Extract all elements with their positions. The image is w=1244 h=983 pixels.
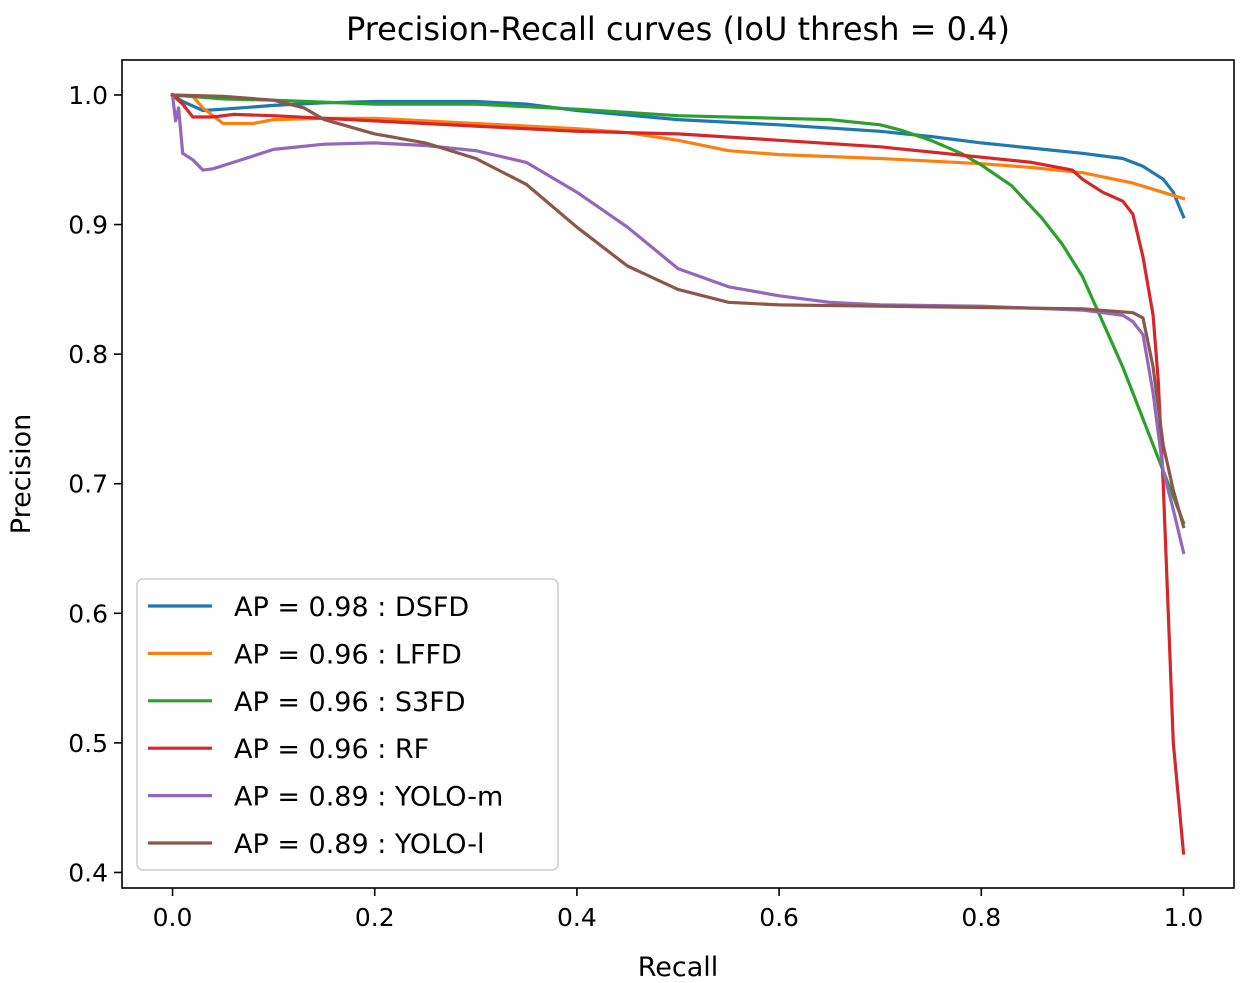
y-tick-label: 0.8: [68, 340, 108, 369]
legend-label-3: AP = 0.96 : RF: [234, 734, 429, 765]
x-tick-label: 0.4: [557, 903, 597, 932]
x-axis-label: Recall: [638, 952, 719, 983]
x-tick-label: 0.2: [355, 903, 395, 932]
series-lines: [170, 92, 1186, 855]
y-tick-label: 0.7: [68, 470, 108, 499]
y-axis-ticks: 0.4 0.5 0.6 0.7 0.8 0.9 1.0: [68, 81, 122, 887]
x-tick-label: 0.0: [153, 903, 193, 932]
series-line-4: [170, 93, 1186, 555]
legend-items: AP = 0.98 : DSFD AP = 0.96 : LFFD AP = 0.9…: [148, 592, 503, 860]
legend-label-4: AP = 0.89 : YOLO-m: [234, 782, 503, 813]
chart-title: Precision-Recall curves (IoU thresh = 0.…: [346, 10, 1010, 48]
legend-label-5: AP = 0.89 : YOLO-l: [234, 829, 485, 860]
legend-box: [136, 578, 559, 871]
x-axis-ticks: 0.0 0.2 0.4 0.6 0.8 1.0: [153, 888, 1204, 932]
y-tick-label: 0.9: [68, 211, 108, 240]
series-line-2: [170, 93, 1186, 525]
x-tick-label: 0.6: [759, 903, 799, 932]
legend-label-2: AP = 0.96 : S3FD: [234, 687, 466, 718]
series-line-0: [170, 92, 1186, 219]
series-line-3: [170, 92, 1186, 855]
legend: AP = 0.98 : DSFD AP = 0.96 : LFFD AP = 0.9…: [136, 578, 559, 871]
x-tick-label: 0.8: [961, 903, 1001, 932]
legend-label-0: AP = 0.98 : DSFD: [234, 592, 469, 623]
x-tick-label: 1.0: [1164, 903, 1204, 932]
y-axis-label: Precision: [6, 414, 37, 534]
plot-frame: [121, 59, 1235, 889]
y-tick-label: 0.6: [68, 599, 108, 628]
y-tick-label: 1.0: [68, 81, 108, 110]
legend-label-1: AP = 0.96 : LFFD: [234, 639, 462, 670]
series-line-5: [170, 93, 1186, 529]
y-tick-label: 0.4: [68, 858, 108, 887]
y-tick-label: 0.5: [68, 729, 108, 758]
